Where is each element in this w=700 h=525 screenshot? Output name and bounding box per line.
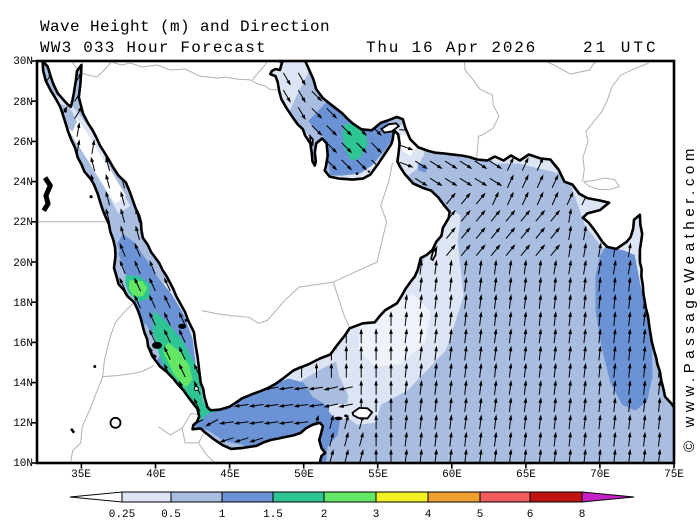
svg-text:6: 6: [527, 509, 534, 521]
svg-text:21 UTC: 21 UTC: [583, 39, 659, 57]
svg-text:3: 3: [373, 509, 380, 521]
svg-text:© www.PassageWeather.com: © www.PassageWeather.com: [681, 144, 698, 452]
svg-text:4: 4: [425, 509, 432, 521]
svg-text:Thu 16 Apr 2026: Thu 16 Apr 2026: [366, 39, 537, 57]
svg-text:45E: 45E: [220, 469, 240, 481]
svg-text:70E: 70E: [590, 469, 610, 481]
svg-text:28N: 28N: [13, 97, 33, 109]
svg-text:WW3 033 Hour Forecast: WW3 033 Hour Forecast: [40, 39, 267, 57]
svg-text:12N: 12N: [13, 418, 33, 430]
svg-text:60E: 60E: [442, 469, 462, 481]
svg-text:22N: 22N: [13, 217, 33, 229]
svg-text:55E: 55E: [368, 469, 388, 481]
svg-text:10N: 10N: [13, 458, 33, 470]
svg-text:0.25: 0.25: [109, 509, 135, 521]
svg-text:65E: 65E: [516, 469, 536, 481]
svg-text:16N: 16N: [13, 338, 33, 350]
svg-text:18N: 18N: [13, 298, 33, 310]
svg-text:40E: 40E: [146, 469, 166, 481]
svg-text:26N: 26N: [13, 137, 33, 149]
svg-text:Wave Height (m) and Direction: Wave Height (m) and Direction: [40, 18, 330, 36]
svg-text:30N: 30N: [13, 56, 33, 68]
svg-text:14N: 14N: [13, 378, 33, 390]
svg-text:1: 1: [219, 509, 226, 521]
svg-text:50E: 50E: [294, 469, 314, 481]
svg-text:20N: 20N: [13, 258, 33, 270]
svg-text:1.5: 1.5: [263, 509, 283, 521]
svg-text:8: 8: [579, 509, 586, 521]
svg-text:35E: 35E: [71, 469, 91, 481]
svg-text:75E: 75E: [664, 469, 684, 481]
svg-text:0.5: 0.5: [161, 509, 181, 521]
svg-text:2: 2: [321, 509, 328, 521]
svg-text:5: 5: [477, 509, 484, 521]
svg-text:24N: 24N: [13, 177, 33, 189]
